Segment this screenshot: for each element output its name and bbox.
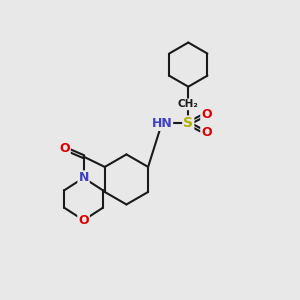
Text: O: O (59, 142, 70, 155)
Text: HN: HN (152, 117, 172, 130)
Text: O: O (78, 214, 89, 227)
Text: CH₂: CH₂ (178, 99, 199, 110)
Text: O: O (201, 126, 212, 140)
Text: N: N (78, 171, 89, 184)
Text: S: S (183, 116, 193, 130)
Text: O: O (201, 108, 212, 121)
